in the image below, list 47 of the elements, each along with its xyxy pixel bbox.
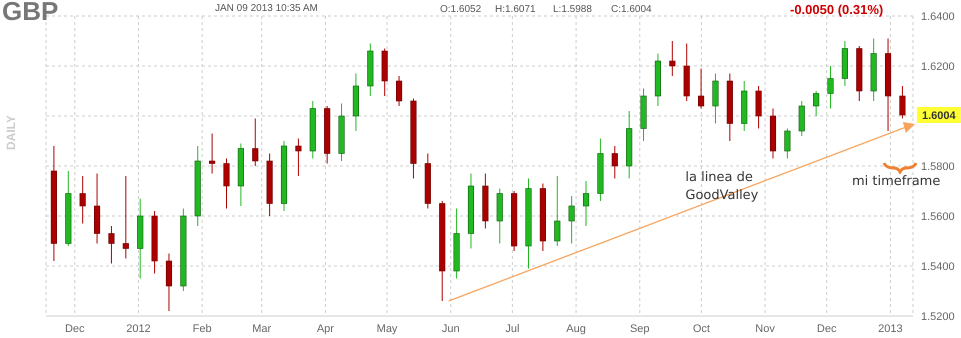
x-tick-label: Nov [755,322,776,335]
x-tick-label: Jul [505,322,520,335]
y-tick-label: 1.5800 [921,160,955,173]
y-tick-label: 1.5200 [921,310,955,323]
candlestick [554,176,560,246]
text: C:1.6004 [611,4,652,15]
candlestick [295,138,302,176]
x-tick-label: Aug [566,322,586,335]
x-tick-label: May [376,322,398,335]
x-tick-label: Oct [692,322,710,335]
y-tick-label: 1.6200 [921,60,955,73]
text: O:1.6052 [440,4,482,15]
candlestick [784,128,790,159]
x-tick-label: Mar [252,322,272,335]
y-tick-label: 1.5600 [921,210,955,223]
candlestick [568,196,575,244]
candlestick [396,76,402,106]
x-tick-label: Dec [816,322,837,335]
candlestick [582,180,590,226]
candlestick [669,40,676,76]
candlestick [899,86,906,119]
y-tick-label: 1.5400 [921,260,955,273]
chart-title: GBP [2,0,58,27]
x-tick-label: Jun [442,322,460,335]
y-tick-label: 1.6400 [921,10,955,23]
candlestick [223,158,230,209]
x-tick-label: Sep [630,322,650,335]
x-tick-label: Feb [192,322,212,335]
x-tick-label: Dec [64,322,86,335]
annotation: 1.6004 [922,110,957,122]
candlestick [813,90,820,116]
x-tick-label: Apr [316,322,334,335]
candlestick [827,66,834,109]
x-tick-label: 2012 [126,322,151,335]
candlestick [252,118,258,166]
annotation: -0.0050 (0.31%) [790,2,884,17]
candlestick [209,133,216,174]
text: L:1.5988 [553,4,592,15]
candlestick [698,68,704,109]
candlestick [80,176,86,224]
text: H:1.6071 [495,4,536,15]
candlestick [108,226,115,264]
chart-subtitle: JAN 09 2013 10:35 AM [215,3,318,14]
candlestick [122,176,129,259]
candlestick [612,146,618,179]
annotation: mi timeframe [852,174,940,189]
x-tick-label: 2013 [878,322,903,335]
